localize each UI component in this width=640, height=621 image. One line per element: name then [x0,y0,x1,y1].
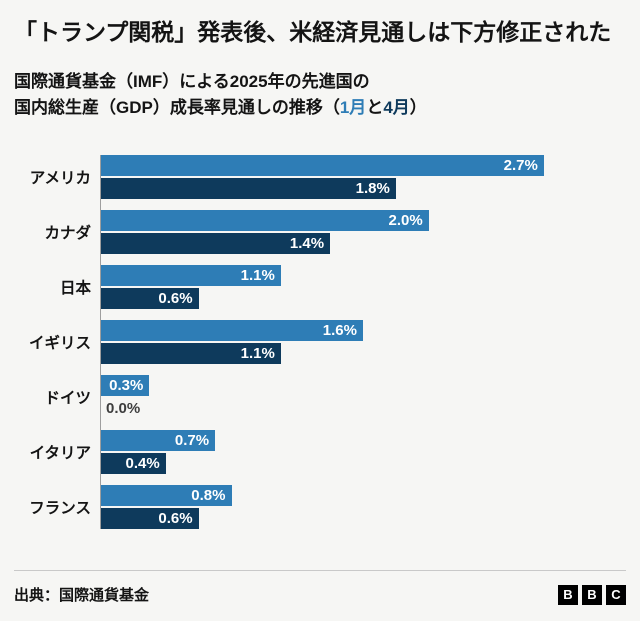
bar-value-label: 1.1% [240,345,275,363]
bar-april: 0.6% [100,508,199,530]
bar-january: 2.7% [100,155,544,177]
bar-value-label: 1.4% [289,235,325,253]
bar-pair: 2.0% 1.4% [100,210,626,255]
subtitle-text: ） [409,98,427,118]
bbc-logo-block: B [558,584,578,605]
category-label: 日本 [59,280,91,298]
source-text: 出典：国際通貨基金 [14,587,150,604]
bar-april: 1.4% [100,233,331,255]
category-label: フランス [29,500,91,518]
bar-january: 2.0% [100,210,429,232]
chart-group: イタリア 0.7% 0.4% [14,430,626,475]
bar-january: 1.1% [100,265,281,287]
bar-value-label: 0.6% [158,290,193,308]
bar-april: 0.6% [100,288,199,310]
bar-value-label: 1.8% [355,180,390,198]
bar-value-label: 2.0% [388,212,423,230]
category-label: アメリカ [29,170,91,188]
category-label: イタリア [29,445,91,463]
bar-row-april: 0.6% [100,508,626,530]
legend-label-apr_navy: 4月 [383,98,410,118]
chart-group: アメリカ 2.7% 1.8% [14,155,626,200]
bar-row-april: 0.4% [100,453,626,475]
bar-january: 0.8% [100,485,232,507]
chart-group: フランス 0.8% 0.6% [14,485,626,530]
bar-row-april: 1.1% [100,343,626,365]
y-axis-line [100,155,101,530]
chart-group: 日本 1.1% 0.6% [14,265,626,310]
bar-january: 1.6% [100,320,363,342]
bar-value-label: 0.0% [106,400,141,418]
bar-value-label: 1.1% [240,267,275,285]
chart-group: カナダ 2.0% 1.4% [14,210,626,255]
bar-row-january: 2.0% [100,210,626,232]
bar-value-label: 1.6% [322,322,357,340]
bar-row-january: 2.7% [100,155,626,177]
bar-pair: 0.7% 0.4% [100,430,626,475]
bar-value-label: 0.8% [191,487,226,505]
legend-label-jan_blue: 1月 [339,98,367,118]
bar-row-january: 1.6% [100,320,626,342]
chart-groups: アメリカ 2.7% 1.8% カナダ 2.0% 1.4% 日本 1.1% 0.6% イギリス 1.6… [14,155,626,530]
bar-row-april: 0.0% [100,398,626,419]
bar-value-label: 0.3% [109,377,144,395]
bar-row-january: 0.3% [100,375,626,397]
bar-january: 0.3% [100,375,150,397]
bar-row-january: 0.7% [100,430,626,452]
bar-april: 0.4% [100,453,166,475]
bbc-logo-block: B [582,584,602,605]
bar-pair: 0.8% 0.6% [100,485,626,530]
bar-row-april: 0.6% [100,288,626,310]
bar-april: 1.1% [100,343,281,365]
bar-pair: 0.3% 0.0% [100,375,626,419]
bar-value-label: 0.4% [125,455,160,473]
subtitle-text: 国内総生産（GDP）成長率見通しの推移（ [14,98,340,118]
bar-value-label: 0.7% [174,432,210,450]
category-label: ドイツ [44,390,91,408]
chart-group: イギリス 1.6% 1.1% [14,320,626,365]
bar-january: 0.7% [100,430,216,452]
subtitle-line-1: 国際通貨基金（IMF）による2025年の先進国の [14,71,370,91]
footer-divider [14,570,626,571]
bar-value-label: 0.6% [158,510,193,528]
subtitle-line-2: 国内総生産（GDP）成長率見通しの推移（1月と4月） [14,95,626,121]
bbc-logo-block: C [606,584,626,605]
bar-value-label: 2.7% [503,157,538,175]
chart-group: ドイツ 0.3% 0.0% [14,375,626,419]
category-label: イギリス [28,335,91,353]
bar-pair: 1.6% 1.1% [100,320,626,365]
gdp-forecast-bar-chart: アメリカ 2.7% 1.8% カナダ 2.0% 1.4% 日本 1.1% 0.6% イギリス 1.6… [14,155,626,530]
bar-pair: 1.1% 0.6% [100,265,626,310]
bar-row-april: 1.4% [100,233,626,255]
page-title: 「トランプ関税」発表後、米経済見通しは下方修正された [14,19,612,45]
bar-april: 1.8% [100,178,396,200]
bar-row-january: 0.8% [100,485,626,507]
bar-row-january: 1.1% [100,265,626,287]
bar-pair: 2.7% 1.8% [100,155,626,200]
subtitle-text: と [366,98,384,118]
category-label: カナダ [44,225,91,243]
bar-row-april: 1.8% [100,178,626,200]
chart-subtitle: 国際通貨基金（IMF）による2025年の先進国の 国内総生産（GDP）成長率見通… [14,69,626,122]
